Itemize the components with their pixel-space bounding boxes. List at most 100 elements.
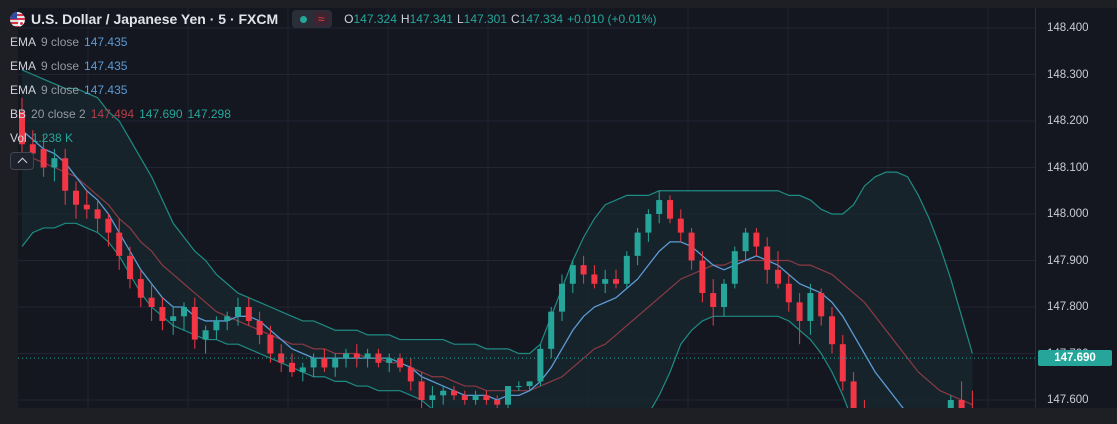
candle-body [947, 400, 954, 408]
price-tick-label: 148.000 [1047, 208, 1089, 220]
candle-body [796, 302, 803, 321]
candle-body [181, 307, 187, 317]
indicator-row[interactable]: Vol 1.238 K [10, 126, 657, 150]
indicator-row[interactable]: EMA 9 close 147.435 [10, 78, 657, 102]
price-tick-label: 148.300 [1047, 68, 1089, 81]
candle-body [62, 158, 69, 191]
ohlc-key: O [344, 12, 354, 26]
candle-body [289, 362, 295, 373]
candle-body [494, 400, 501, 405]
ohlc-change: +0.010 (+0.01%) [567, 12, 657, 26]
candle-body [634, 232, 641, 256]
candle-body [764, 246, 771, 270]
indicator-params: 9 close [41, 59, 80, 73]
candle-body [591, 274, 598, 284]
indicator-row[interactable]: BB 20 close 2 147.494 147.690 147.298 [10, 102, 657, 126]
candle-body [73, 190, 79, 205]
candle-body [235, 307, 241, 317]
indicator-value: 147.494 [90, 107, 135, 121]
candle-body [105, 218, 112, 233]
candle-body [537, 348, 544, 382]
ohlc-value: 147.334 [519, 12, 564, 26]
ohlc-values: O147.324 H147.341 L147.301 C147.334 +0.010 (… [344, 12, 656, 26]
indicator-name: EMA [10, 35, 37, 49]
price-tick-label: 148.100 [1047, 161, 1089, 174]
candle-body [386, 358, 393, 363]
market-status[interactable]: ≈ [292, 10, 333, 28]
candle-body [505, 386, 511, 405]
candle-body [83, 204, 90, 210]
chart-area[interactable] [18, 8, 1035, 408]
indicator-params: 20 close 2 [31, 107, 86, 121]
candle-body [418, 381, 425, 400]
candle-body [299, 367, 306, 373]
candle-body [850, 381, 857, 408]
bb-basis-line [22, 157, 973, 406]
candle-body [559, 283, 565, 312]
candle-body [839, 344, 846, 382]
last-price-tag: 147.690 [1038, 350, 1112, 367]
symbol-title[interactable]: U.S. Dollar / Japanese Yen · 5 · FXCM [31, 11, 279, 27]
candle-body [267, 334, 274, 354]
symbol-header: U.S. Dollar / Japanese Yen · 5 · FXCM ≈ … [10, 8, 657, 30]
candle-body [483, 395, 490, 400]
candle-body [818, 293, 825, 317]
indicator-value: 147.690 [139, 107, 183, 121]
candle-body [224, 316, 231, 321]
ohlc-o: O147.324 [344, 12, 397, 26]
candle-body [148, 297, 155, 307]
indicator-value: 147.435 [84, 83, 128, 97]
indicator-params: 9 close [41, 83, 80, 97]
price-tick-label: 147.600 [1047, 394, 1089, 406]
ohlc-key: L [456, 12, 464, 26]
candle-body [602, 279, 609, 284]
candle-body [170, 316, 177, 321]
bb-upper-line [21, 69, 973, 355]
candle-body [159, 307, 166, 321]
candle-body [407, 367, 414, 382]
ohlc-l: L147.301 [457, 12, 507, 26]
candle-body [515, 386, 522, 388]
candle-body [94, 209, 101, 219]
indicator-name: EMA [10, 83, 37, 97]
candle-body [451, 390, 457, 396]
chart-plot[interactable] [18, 8, 1035, 408]
indicator-row[interactable]: EMA 9 close 147.435 [10, 30, 657, 54]
candle-body [958, 400, 965, 408]
price-tick-label: 148.200 [1047, 115, 1089, 127]
collapse-legend-button[interactable] [10, 152, 34, 170]
indicator-params: 9 close [41, 35, 80, 49]
candle-body [699, 260, 706, 294]
ohlc-h: H147.341 [401, 12, 453, 26]
price-tick-label: 147.900 [1047, 254, 1089, 267]
indicator-row[interactable]: EMA 9 close 147.435 [10, 54, 657, 78]
candle-body [677, 218, 684, 233]
indicator-value: 147.435 [84, 35, 128, 49]
candle-body [343, 353, 349, 359]
candle-body [829, 316, 835, 345]
candle-body [731, 251, 738, 284]
candle-body [580, 265, 587, 275]
wave-icon: ≈ [313, 12, 330, 26]
indicator-name: Vol [10, 131, 27, 145]
candle-body [256, 320, 263, 335]
candle-body [742, 232, 749, 252]
candle-body [40, 148, 47, 168]
candle-body [785, 283, 792, 303]
ohlc-value: 147.341 [409, 12, 453, 26]
candle-body [710, 293, 717, 307]
us-flag-icon [10, 11, 25, 27]
price-axis[interactable]: 148.400 148.300 148.200 148.100 148.000 147.9… [1035, 8, 1117, 408]
ohlc-value: 147.324 [353, 12, 397, 26]
legend: U.S. Dollar / Japanese Yen · 5 · FXCM ≈ … [10, 8, 657, 170]
candle-body [440, 390, 447, 396]
candle-body [623, 255, 630, 284]
candle-body [116, 232, 123, 256]
indicator-list: EMA 9 close 147.435 EMA 9 close 147.435 EMA 9 c… [10, 30, 657, 150]
candle-body [29, 144, 36, 154]
candle-body [191, 307, 198, 340]
candle-body [753, 232, 760, 247]
candle-body [51, 158, 58, 168]
candle-body [569, 265, 576, 284]
candle-body [656, 200, 663, 214]
